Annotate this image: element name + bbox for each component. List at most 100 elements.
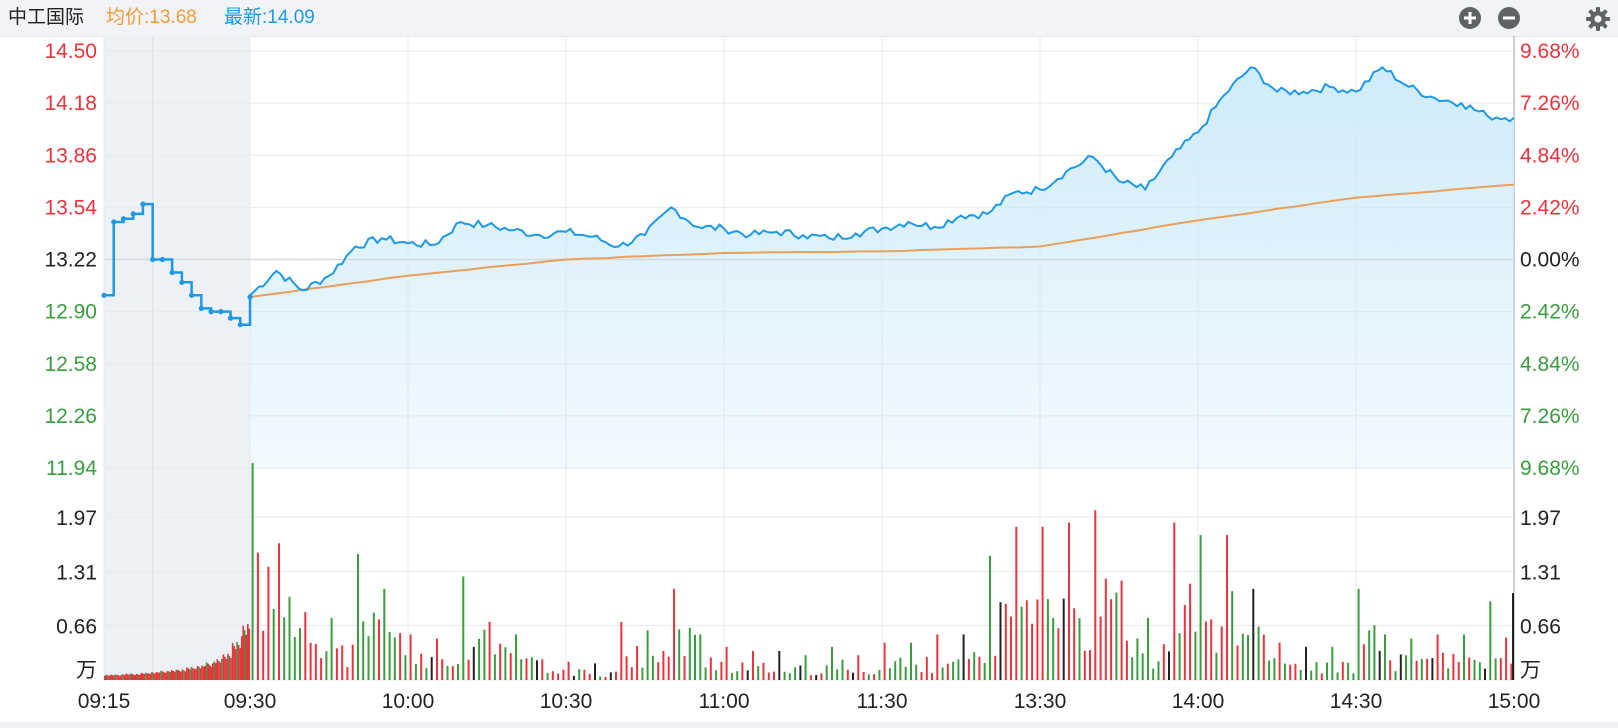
percent-axis-tick-right: 9.68% xyxy=(1520,457,1580,480)
volume-bar xyxy=(1484,668,1486,680)
volume-bar xyxy=(1004,603,1007,680)
volume-bar xyxy=(636,646,639,680)
volume-bar xyxy=(154,673,156,680)
percent-axis-tick-right: 2.42% xyxy=(1520,301,1580,324)
preopen-price-point xyxy=(247,294,253,300)
volume-bar xyxy=(1352,673,1355,680)
price-axis-tick-left: 11.94 xyxy=(46,457,97,480)
volume-bar xyxy=(525,658,528,680)
volume-bar xyxy=(1210,619,1213,680)
volume-bar xyxy=(346,667,349,680)
time-axis-tick: 14:30 xyxy=(1330,690,1383,713)
settings-button[interactable] xyxy=(1585,6,1610,31)
volume-bar xyxy=(1357,588,1360,680)
volume-bar xyxy=(609,672,612,680)
volume-bar xyxy=(1510,663,1513,680)
volume-bar xyxy=(804,655,807,680)
volume-bar xyxy=(129,673,132,680)
preopen-price-point xyxy=(150,256,156,263)
volume-bar xyxy=(783,671,786,680)
volume-bar xyxy=(225,658,228,680)
volume-bar xyxy=(1141,653,1144,680)
price-axis-tick-left: 12.90 xyxy=(44,301,97,324)
volume-bar xyxy=(111,675,114,680)
volume-bar xyxy=(599,676,602,680)
volume-unit-left: 万 xyxy=(76,659,97,682)
volume-bar xyxy=(762,662,765,680)
volume-bar xyxy=(1257,626,1260,680)
chart-header: 中工国际 均价:13.68 最新:14.09 xyxy=(0,0,1618,37)
volume-bar xyxy=(1083,650,1086,680)
volume-bar xyxy=(1410,638,1413,680)
volume-bar xyxy=(210,666,213,680)
volume-bar xyxy=(1152,668,1155,680)
volume-bar xyxy=(125,673,127,680)
volume-bar xyxy=(1010,616,1012,680)
volume-bar xyxy=(493,654,496,680)
volume-axis-tick-left: 0.66 xyxy=(56,615,97,638)
volume-bar xyxy=(228,655,231,680)
volume-bar xyxy=(169,672,171,680)
zoom-in-button[interactable] xyxy=(1458,6,1482,30)
latest-price-line xyxy=(249,65,1515,297)
volume-bar xyxy=(1420,658,1423,680)
volume-bar xyxy=(1089,650,1091,680)
time-axis-tick: 09:15 xyxy=(78,690,131,713)
volume-bar xyxy=(237,645,240,680)
volume-bar xyxy=(978,656,981,680)
volume-bar xyxy=(304,612,307,680)
volume-bar xyxy=(1241,633,1244,680)
volume-bar xyxy=(778,651,781,680)
volume-bar xyxy=(1441,652,1444,680)
volume-bar xyxy=(113,675,115,680)
volume-bar xyxy=(166,671,168,680)
volume-bar xyxy=(272,609,275,680)
volume-bar xyxy=(799,665,802,680)
volume-bar xyxy=(557,673,560,680)
volume-bar xyxy=(720,661,723,680)
volume-bar xyxy=(1173,522,1176,680)
volume-bar xyxy=(725,646,728,680)
volume-bar xyxy=(245,634,247,680)
volume-bar xyxy=(131,674,133,680)
volume-bar xyxy=(1452,654,1455,680)
volume-bar xyxy=(999,602,1002,680)
zoom-out-button[interactable] xyxy=(1497,6,1521,30)
volume-axis-tick-left: 1.31 xyxy=(56,562,97,585)
volume-bar xyxy=(120,674,123,680)
volume-bar xyxy=(393,637,396,680)
price-area-fill xyxy=(250,67,1514,469)
volume-bar xyxy=(857,655,860,680)
volume-bar xyxy=(594,663,596,680)
volume-bar xyxy=(174,671,176,680)
volume-bar xyxy=(1147,617,1149,680)
volume-bar xyxy=(1326,662,1328,680)
time-axis-tick: 11:30 xyxy=(857,690,908,713)
volume-bar xyxy=(973,652,976,680)
volume-bar xyxy=(1136,638,1139,680)
volume-bar xyxy=(204,665,206,680)
volume-bar xyxy=(794,667,797,680)
volume-bar xyxy=(139,674,141,680)
price-axis-tick-left: 12.26 xyxy=(44,405,97,428)
volume-bar xyxy=(1115,592,1118,680)
volume-bar xyxy=(1078,618,1081,680)
volume-bar xyxy=(615,671,617,680)
volume-bar xyxy=(181,669,184,680)
volume-bar xyxy=(1278,642,1281,680)
volume-bar xyxy=(143,674,146,680)
volume-bar xyxy=(499,643,502,680)
volume-bar xyxy=(383,588,386,680)
volume-bar xyxy=(509,653,512,680)
average-price-line xyxy=(249,183,1515,298)
preopen-price-point xyxy=(169,269,175,276)
volume-bar xyxy=(730,672,733,680)
volume-bar xyxy=(198,667,200,680)
preopen-price-point xyxy=(140,201,146,207)
volume-bar xyxy=(825,665,828,680)
volume-bar xyxy=(1341,661,1344,680)
volume-bar xyxy=(1068,522,1070,680)
preopen-price-point xyxy=(111,219,117,225)
volume-bar xyxy=(989,555,991,680)
price-axis-tick-left: 14.18 xyxy=(44,92,97,115)
